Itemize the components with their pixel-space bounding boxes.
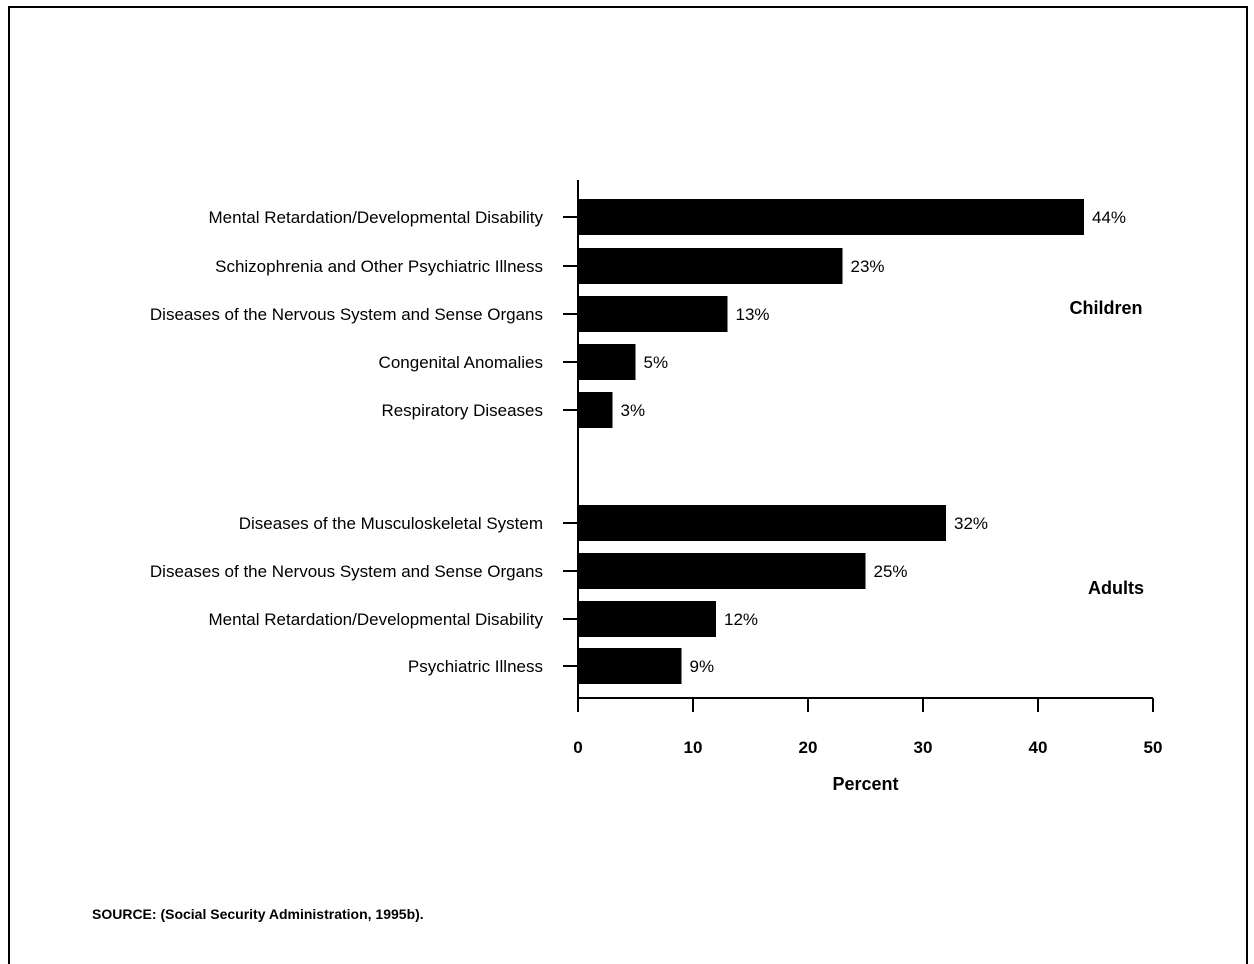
category-label: Schizophrenia and Other Psychiatric Illn… [215,257,543,276]
figure-frame [8,6,1248,964]
bar [578,248,843,284]
x-tick-label: 20 [799,738,818,757]
category-label: Mental Retardation/Developmental Disabil… [209,610,544,629]
category-label: Psychiatric Illness [408,657,543,676]
category-label: Diseases of the Musculoskeletal System [239,514,543,533]
group-label-children: Children [1069,298,1142,318]
data-label: 23% [851,257,885,276]
bar [578,553,866,589]
x-axis-title: Percent [832,774,898,794]
bar [578,601,716,637]
x-tick-label: 0 [573,738,582,757]
category-label: Respiratory Diseases [381,401,543,420]
bar [578,344,636,380]
bar [578,199,1084,235]
category-label: Mental Retardation/Developmental Disabil… [209,208,544,227]
x-tick-label: 30 [914,738,933,757]
data-label: 44% [1092,208,1126,227]
category-label: Diseases of the Nervous System and Sense… [150,305,543,324]
data-label: 25% [874,562,908,581]
category-label: Diseases of the Nervous System and Sense… [150,562,543,581]
bar [578,296,728,332]
data-label: 32% [954,514,988,533]
bar [578,648,682,684]
group-label-adults: Adults [1088,578,1144,598]
data-label: 13% [736,305,770,324]
bar [578,505,946,541]
x-tick-label: 10 [684,738,703,757]
data-label: 5% [644,353,669,372]
bar [578,392,613,428]
x-tick-label: 50 [1144,738,1163,757]
x-tick-label: 40 [1029,738,1048,757]
source-note: SOURCE: (Social Security Administration,… [92,906,424,922]
data-label: 3% [621,401,646,420]
data-label: 12% [724,610,758,629]
data-label: 9% [690,657,715,676]
category-label: Congenital Anomalies [379,353,543,372]
